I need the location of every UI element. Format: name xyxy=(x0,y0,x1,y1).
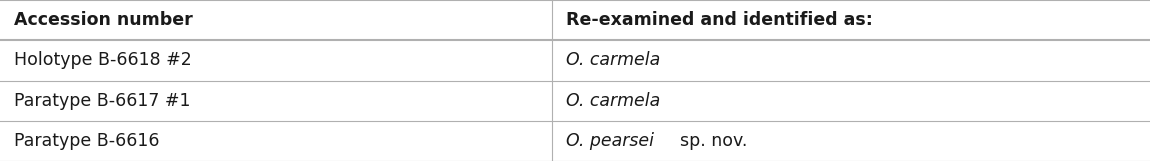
Text: Paratype B-6617 #1: Paratype B-6617 #1 xyxy=(14,92,191,110)
Text: O. carmela: O. carmela xyxy=(566,92,660,110)
Text: sp. nov.: sp. nov. xyxy=(680,132,746,150)
Text: O. pearsei: O. pearsei xyxy=(566,132,654,150)
Text: Accession number: Accession number xyxy=(14,11,193,29)
Text: Paratype B-6616: Paratype B-6616 xyxy=(14,132,160,150)
Text: Holotype B-6618 #2: Holotype B-6618 #2 xyxy=(14,51,192,69)
Text: O. carmela: O. carmela xyxy=(566,51,660,69)
Text: Re-examined and identified as:: Re-examined and identified as: xyxy=(566,11,873,29)
